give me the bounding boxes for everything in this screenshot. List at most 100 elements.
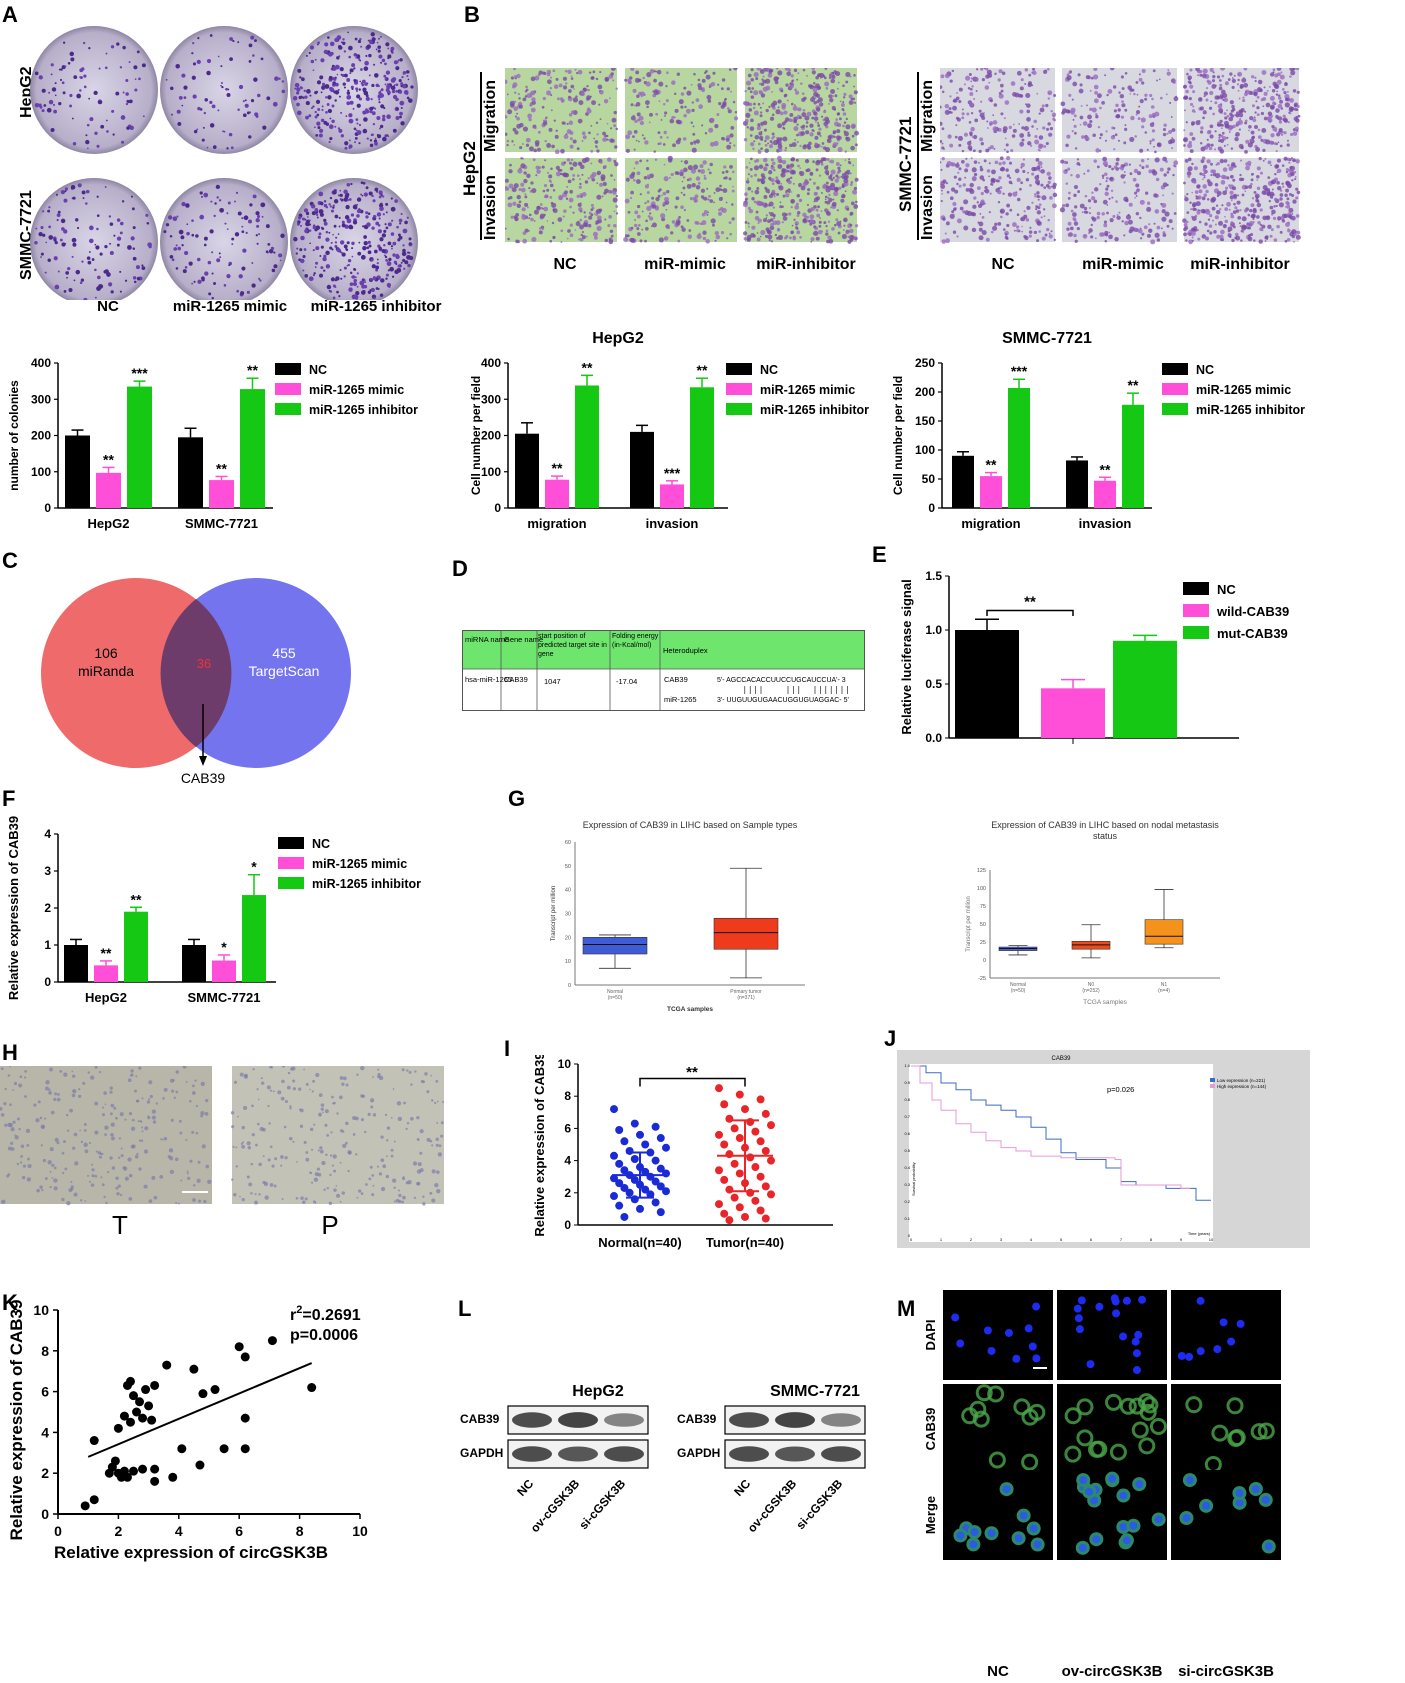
cell-dot bbox=[752, 106, 756, 110]
cell-dot bbox=[1267, 111, 1273, 116]
cell-dot bbox=[810, 240, 813, 243]
cell-dot bbox=[836, 171, 840, 175]
cell-dot bbox=[1109, 177, 1114, 181]
cell-dot bbox=[517, 168, 523, 174]
nucleus-dot bbox=[431, 1144, 434, 1147]
colony-dot bbox=[210, 200, 213, 203]
nucleus-dot bbox=[329, 1173, 332, 1177]
nucleus-dot bbox=[424, 1072, 428, 1076]
cell-dot bbox=[540, 225, 545, 229]
cell-dot bbox=[1036, 220, 1042, 226]
cell-dot bbox=[686, 219, 690, 222]
cell-dot bbox=[969, 189, 975, 195]
colony-dot bbox=[366, 137, 369, 140]
cell-dot bbox=[1210, 143, 1214, 147]
cell-dot bbox=[946, 161, 952, 167]
colony-dot bbox=[354, 37, 358, 41]
legend-label: NC bbox=[1217, 582, 1236, 597]
colony-dot bbox=[328, 124, 334, 130]
colony-dot bbox=[366, 246, 370, 250]
cell-dot bbox=[1113, 148, 1116, 151]
cell-dot bbox=[973, 196, 977, 200]
cell-dot bbox=[528, 187, 531, 190]
transwell-image bbox=[940, 68, 1055, 152]
cell-dot bbox=[546, 220, 549, 222]
colony-dot bbox=[85, 139, 90, 145]
cell-dot bbox=[1219, 175, 1222, 178]
nucleus-dot bbox=[62, 1171, 65, 1175]
cell-dot bbox=[824, 146, 831, 153]
cell-dot bbox=[1292, 158, 1296, 163]
cell-dot bbox=[760, 229, 766, 236]
cell-dot bbox=[1003, 148, 1006, 151]
cell-dot bbox=[570, 158, 574, 162]
cell-dot bbox=[1244, 89, 1250, 95]
cell-dot bbox=[767, 191, 770, 194]
cell-dot bbox=[1218, 220, 1224, 226]
colony-dot bbox=[203, 243, 207, 247]
nucleus-dot bbox=[140, 1139, 144, 1142]
cell-dot bbox=[1095, 112, 1098, 116]
panel-label-b: B bbox=[464, 2, 480, 27]
cell-dot bbox=[546, 188, 550, 192]
panel-label-a: A bbox=[2, 2, 18, 27]
x-tick-label: migration bbox=[961, 516, 1020, 531]
cell-dot bbox=[663, 163, 666, 166]
cell-dot bbox=[748, 108, 753, 112]
colony-dot bbox=[86, 123, 90, 127]
y-tick-label: 8 bbox=[564, 1089, 571, 1103]
cell-dot bbox=[1012, 123, 1015, 126]
legend-label: NC bbox=[312, 837, 330, 851]
cell-dot bbox=[1250, 182, 1253, 186]
cell-dot bbox=[1089, 89, 1092, 92]
colony-dot bbox=[381, 117, 386, 122]
colony-dot bbox=[70, 184, 76, 190]
colony-dot bbox=[60, 68, 63, 71]
cell-dot bbox=[1040, 166, 1043, 168]
cell-dot bbox=[602, 181, 607, 187]
cell-dot bbox=[1189, 132, 1194, 136]
colony-dot bbox=[38, 232, 43, 237]
cell-dot bbox=[686, 183, 692, 189]
cell-dot bbox=[812, 181, 816, 185]
colony-dot bbox=[395, 97, 399, 102]
cell-dot bbox=[1195, 120, 1201, 126]
colony-dot bbox=[333, 82, 336, 85]
cell-dot bbox=[525, 85, 528, 89]
nucleus-dot bbox=[435, 1079, 439, 1083]
nucleus-dot bbox=[91, 1163, 94, 1166]
colony-dot bbox=[81, 260, 84, 263]
colony-dot bbox=[193, 280, 196, 283]
nucleus-dot bbox=[134, 1154, 139, 1159]
cell-dot bbox=[819, 102, 824, 107]
nucleus-dot bbox=[124, 1118, 127, 1121]
cell-dot bbox=[576, 174, 580, 178]
cell-dot bbox=[1175, 95, 1177, 98]
cell-dot bbox=[764, 135, 770, 141]
nucleus-dot bbox=[390, 1154, 394, 1158]
cell-dot bbox=[786, 71, 792, 77]
cell-dot bbox=[1273, 197, 1278, 202]
cell-dot bbox=[1229, 100, 1234, 105]
cell-dot bbox=[948, 110, 952, 114]
colony-dot bbox=[364, 109, 370, 114]
cell-dot bbox=[808, 84, 812, 88]
cell-dot bbox=[1183, 144, 1186, 147]
colony-dot bbox=[309, 94, 312, 97]
cell-dot bbox=[1029, 226, 1032, 229]
cell-dot bbox=[1250, 130, 1255, 135]
hepg2-invasion-label: Invasion bbox=[482, 175, 499, 240]
cell-dot bbox=[1244, 119, 1248, 123]
nucleus-dot bbox=[329, 1154, 333, 1157]
cell-dot bbox=[1114, 133, 1118, 137]
col-label-mimic: miR-1265 mimic bbox=[172, 298, 288, 315]
cell-dot bbox=[1135, 183, 1140, 188]
cell-dot bbox=[750, 95, 755, 99]
nucleus-dot bbox=[393, 1186, 396, 1189]
cell-dot bbox=[1106, 204, 1109, 206]
legend-label: miR-1265 inhibitor bbox=[309, 403, 418, 417]
cell-dot bbox=[609, 138, 614, 143]
y-axis-label: Cell number per field bbox=[469, 376, 483, 495]
nucleus-dot bbox=[342, 1143, 347, 1149]
cell-dot bbox=[791, 142, 797, 148]
